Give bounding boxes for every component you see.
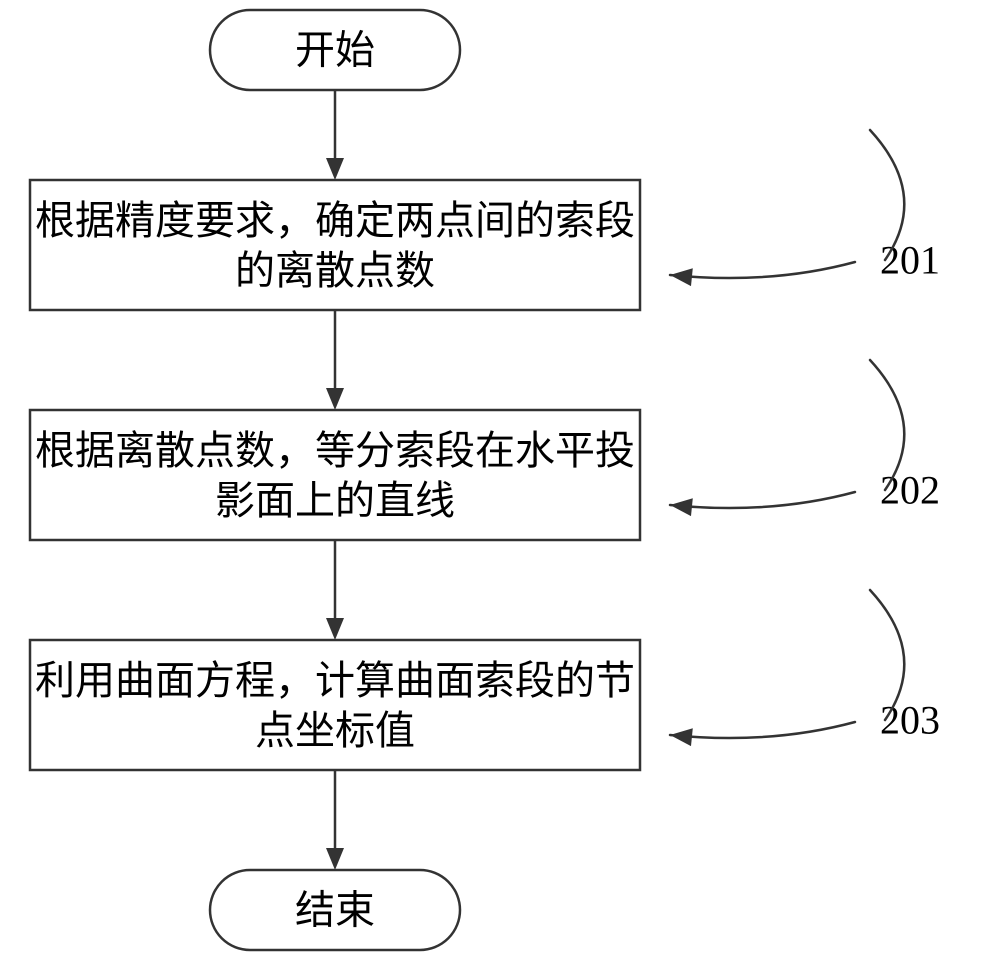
terminal-end-label: 结束 <box>295 888 375 933</box>
flow-arrow <box>326 310 344 410</box>
step-202-number: 202 <box>880 468 940 513</box>
label-pointer <box>670 590 904 746</box>
label-pointer <box>670 360 904 516</box>
label-pointer <box>670 130 904 286</box>
step-201-text: 根据精度要求，确定两点间的索段的离散点数 <box>35 198 635 293</box>
flow-arrow <box>326 90 344 180</box>
flow-arrow <box>326 770 344 870</box>
terminal-start-label: 开始 <box>295 28 375 73</box>
terminal-end: 结束 <box>210 870 460 950</box>
step-203-text: 利用曲面方程，计算曲面索段的节点坐标值 <box>35 658 635 753</box>
flowchart-diagram: 开始结束 根据精度要求，确定两点间的索段的离散点数 201 根据离散点数，等分索段在水… <box>0 0 1000 966</box>
step-203-number: 203 <box>880 698 940 743</box>
flow-arrow <box>326 540 344 640</box>
step-202-text: 根据离散点数，等分索段在水平投影面上的直线 <box>35 428 635 523</box>
step-201-number: 201 <box>880 238 940 283</box>
terminal-start: 开始 <box>210 10 460 90</box>
